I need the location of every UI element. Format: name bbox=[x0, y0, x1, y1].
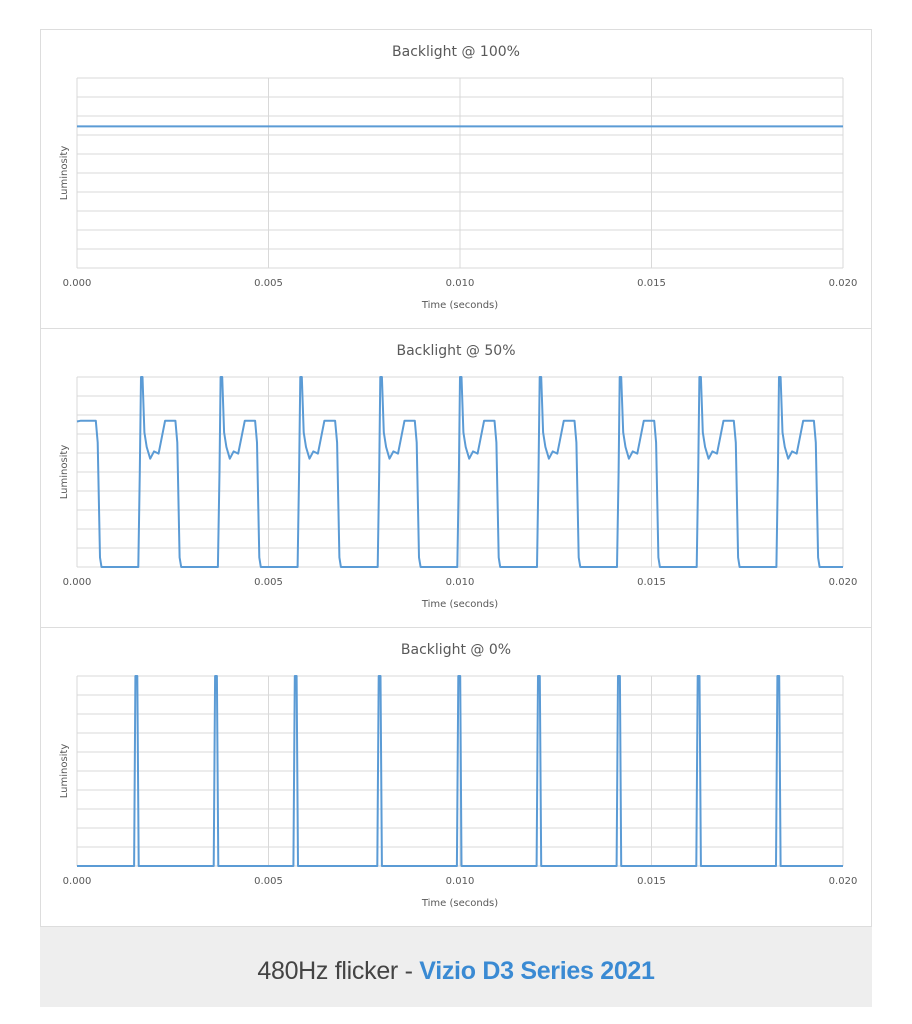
x-axis-label: Time (seconds) bbox=[421, 300, 498, 311]
y-axis-label: Luminosity bbox=[59, 445, 70, 500]
caption-brand-link[interactable]: Vizio D3 Series 2021 bbox=[419, 957, 655, 985]
chart-title: Backlight @ 50% bbox=[396, 343, 515, 359]
figure-caption: 480Hz flicker - Vizio D3 Series 2021 bbox=[40, 957, 872, 986]
series-line bbox=[76, 376, 843, 568]
x-tick-label: 0.005 bbox=[254, 876, 283, 887]
x-tick-label: 0.020 bbox=[829, 278, 858, 289]
x-tick-label: 0.005 bbox=[254, 278, 283, 289]
chart-panel-50: Backlight @ 50% 0.000 0.005 0.010 0.015 0.020… bbox=[40, 328, 872, 628]
x-tick-label: 0.020 bbox=[829, 577, 858, 588]
x-tick-label: 0.010 bbox=[446, 876, 475, 887]
x-tick-label: 0.015 bbox=[637, 577, 666, 588]
series-line bbox=[77, 675, 843, 867]
chart-panel-0: Backlight @ 0% 0.000 0.005 0.010 0.015 0.020 T… bbox=[40, 627, 872, 927]
figure: Backlight @ 100% 0.000 0.005 0.010 0.015 0.02… bbox=[40, 29, 872, 1007]
x-tick-label: 0.000 bbox=[63, 577, 92, 588]
caption-band: 480Hz flicker - Vizio D3 Series 2021 bbox=[40, 927, 872, 1007]
chart-backlight-0: Backlight @ 0% 0.000 0.005 0.010 0.015 0.020 T… bbox=[59, 642, 858, 909]
grid bbox=[76, 77, 844, 269]
x-tick-label: 0.010 bbox=[446, 577, 475, 588]
x-tick-label: 0.000 bbox=[63, 278, 92, 289]
x-tick-label: 0.015 bbox=[637, 876, 666, 887]
x-tick-label: 0.020 bbox=[829, 876, 858, 887]
chart-backlight-100: Backlight @ 100% 0.000 0.005 0.010 0.015 0.02… bbox=[59, 44, 858, 311]
chart-title: Backlight @ 100% bbox=[392, 44, 520, 60]
x-tick-label: 0.000 bbox=[63, 876, 92, 887]
x-axis-label: Time (seconds) bbox=[421, 599, 498, 610]
x-tick-label: 0.005 bbox=[254, 577, 283, 588]
x-tick-label: 0.010 bbox=[446, 278, 475, 289]
chart-panel-100: Backlight @ 100% 0.000 0.005 0.010 0.015 0.02… bbox=[40, 29, 872, 329]
chart-backlight-50: Backlight @ 50% 0.000 0.005 0.010 0.015 0.020… bbox=[59, 343, 858, 610]
x-axis-label: Time (seconds) bbox=[421, 898, 498, 909]
y-axis-label: Luminosity bbox=[59, 744, 70, 799]
y-axis-label: Luminosity bbox=[59, 146, 70, 201]
chart-title: Backlight @ 0% bbox=[401, 642, 511, 658]
x-tick-label: 0.015 bbox=[637, 278, 666, 289]
caption-prefix: 480Hz flicker - bbox=[257, 957, 420, 985]
